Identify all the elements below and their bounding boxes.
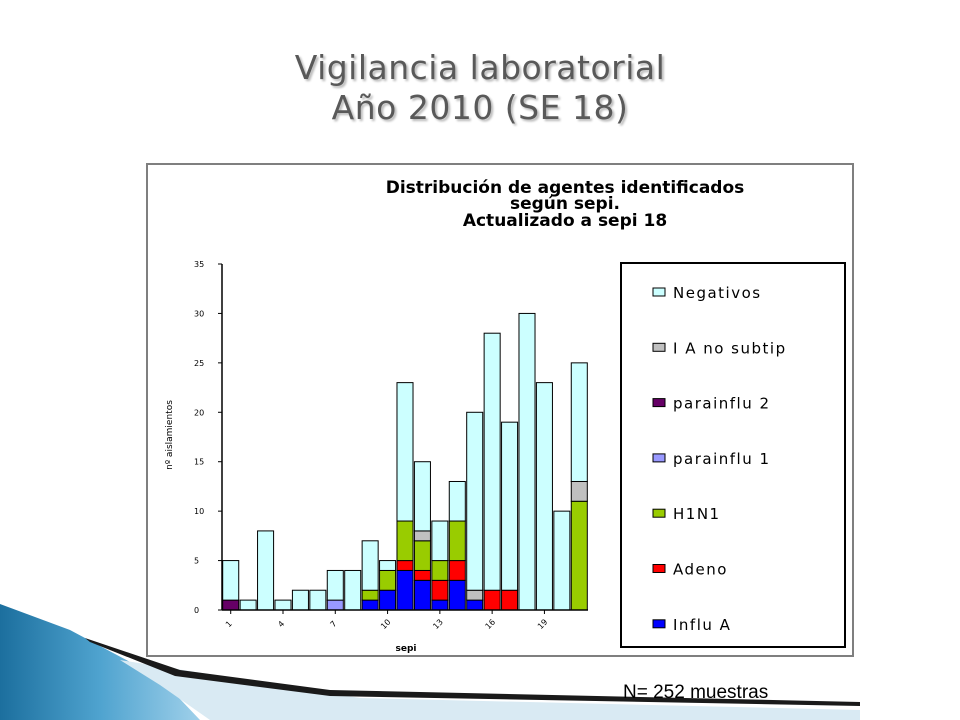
bar-segment [396,520,414,562]
bar-segment [257,530,275,611]
bar-segment [466,599,484,611]
slide-title-line2: Año 2010 (SE 18) [331,88,629,127]
bar-segment [431,520,449,562]
legend: Negativos I A no subtip parainflu 2 parainf… [620,262,846,648]
bar-segment [466,589,484,601]
bar-segment [239,599,257,611]
bar-segment [518,312,536,611]
chart-title-line3: Actualizado a sepi 18 [463,211,667,231]
y-tick-label: 30 [194,309,204,318]
y-tick-label: 20 [194,408,204,417]
x-tick-label: 10 [379,617,393,631]
bar-segment [570,480,588,502]
legend-entry-label: Influ A [673,616,731,634]
bar-segment [413,530,431,542]
bar-segment [483,589,501,611]
swoosh-light-band [120,660,860,720]
x-tick-label: 19 [536,617,550,631]
legend-entry-label: Negativos [673,284,762,302]
bar-segment [361,540,379,591]
y-tick-label: 15 [194,458,204,467]
bar-segment [344,569,362,611]
bar-segment [413,461,431,532]
chart-frame: Distribución de agentes identificados se… [146,163,854,657]
x-tick-label: 7 [329,619,339,629]
x-tick-label: 4 [276,619,286,629]
legend-swatch [652,508,666,518]
y-tick-label: 0 [194,606,199,615]
bar-segment [222,599,240,611]
legend-entry-label: parainflu 2 [673,395,771,413]
bar-segment [379,569,397,591]
chart-title-line1: Distribución de agentes identificados [386,178,745,198]
chart-svg: Distribución de agentes identificados se… [165,178,846,654]
bar-segment [501,589,519,611]
bar-segment [466,411,484,591]
chart-title-line2: según sepi. [510,194,620,214]
bar-segment [326,599,344,611]
bar-segment [448,560,466,581]
x-axis-label: sepi [396,644,417,654]
y-tick-label: 10 [194,507,204,516]
legend-entry-label: parainflu 1 [673,450,771,468]
bar-segment [431,560,449,581]
legend-swatch [652,342,666,352]
bars [222,312,588,611]
bar-segment [431,579,449,601]
bar-segment [413,540,431,571]
bar-segment [361,589,379,601]
swoosh-blue-band [0,604,200,720]
x-tick-label: 13 [431,617,445,631]
y-axis-label: nº aislamientos [165,400,175,470]
slide-title-line1: Vigilancia laboratorial [294,48,666,87]
y-axis: 0 5 10 15 20 25 30 35 [194,260,223,615]
bar-segment [535,382,553,611]
swoosh-dark-line [85,638,860,706]
y-tick-label: 5 [194,557,199,566]
bar-segment [379,589,397,611]
legend-swatch [652,453,666,463]
bar-segment [396,382,414,522]
bar-segment [326,569,344,601]
bar-segment [448,520,466,562]
legend-swatch [652,398,666,408]
y-tick-label: 25 [194,359,204,368]
bar-segment [413,569,431,581]
bar-segment [483,332,501,591]
bar-segment [570,500,588,611]
bar-segment [448,579,466,611]
bar-segment [413,579,431,611]
bar-segment [309,589,327,611]
legend-swatch [652,287,666,297]
y-tick-label: 35 [194,260,204,269]
bar-segment [431,599,449,611]
x-tick-label: 1 [224,619,234,629]
bar-segment [553,510,571,611]
bar-segment [570,362,588,482]
legend-entry-label: H1N1 [673,505,721,523]
bar-segment [291,589,309,611]
decorative-swoosh [0,604,860,720]
slide-title: Vigilancia laboratorial Año 2010 (SE 18) [0,48,960,128]
legend-swatch [652,564,666,573]
legend-entry-label: I A no subtip [673,339,787,357]
bar-segment [501,421,519,591]
bar-segment [222,560,240,601]
legend-entry-label: Adeno [673,561,728,579]
bar-segment [396,569,414,611]
bar-segment [274,599,292,611]
x-axis: 1 4 7 10 13 16 19 [222,609,588,631]
legend-swatch [652,619,666,629]
bar-segment [448,480,466,522]
bar-segment [379,560,397,571]
bar-segment [361,599,379,611]
bar-segment [396,560,414,571]
sample-count-footnote: N= 252 muestras [623,682,769,703]
x-tick-label: 16 [484,617,498,631]
